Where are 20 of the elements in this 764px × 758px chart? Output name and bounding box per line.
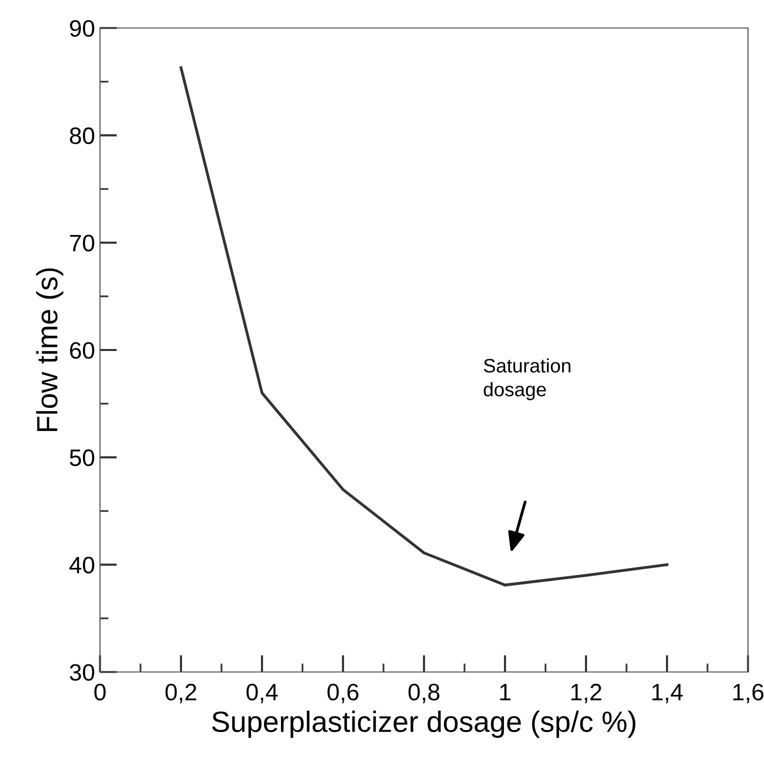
x-tick-label: 0,6 xyxy=(328,684,358,704)
annotation: Saturation dosage xyxy=(484,358,570,400)
y-tick-label: 60 xyxy=(70,342,94,359)
x-tick-label: 1,2 xyxy=(571,684,602,704)
y-tick-label: 70 xyxy=(70,234,94,252)
x-tick-label: 0,4 xyxy=(246,684,278,704)
x-tick-label: 0,8 xyxy=(408,684,440,704)
line-series xyxy=(180,66,668,586)
y-axis-title: Flow time (s) xyxy=(36,268,64,432)
x-tick-label: 1,6 xyxy=(733,684,764,704)
x-tick-label: 1,4 xyxy=(652,684,683,704)
y-tick-label: 80 xyxy=(70,127,94,144)
y-tick-label: 40 xyxy=(69,556,94,574)
x-tick-label: 0 xyxy=(94,684,106,700)
y-tick-label: 30 xyxy=(70,664,94,681)
y-tick-label: 90 xyxy=(70,20,94,37)
x-tick-label: 0,2 xyxy=(166,684,196,704)
x-axis-title: Superplasticizer dosage (sp/c %) xyxy=(212,710,636,738)
x-tick-label: 1 xyxy=(500,684,510,700)
y-tick-label: 50 xyxy=(70,449,94,466)
